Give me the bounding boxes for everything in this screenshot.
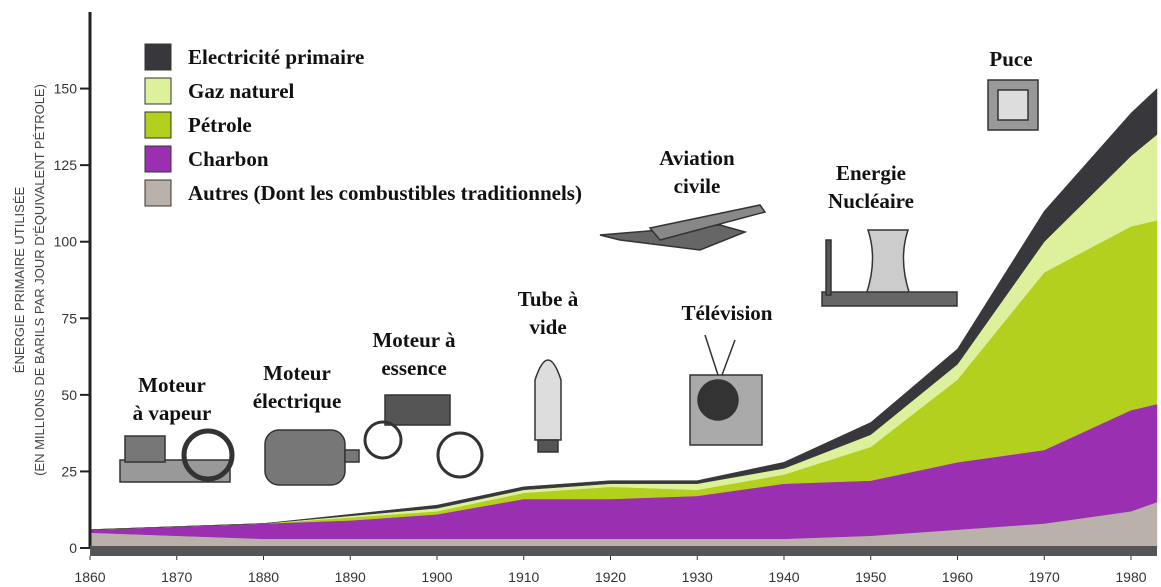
x-tick-label: 1930 [682,569,713,585]
annotation: Moteur [138,373,206,397]
steam-engine-icon [120,431,232,482]
nuclear-plant-icon [822,230,957,306]
annotation: à vapeur [133,401,212,425]
annotation: vide [529,315,566,339]
x-tick-label: 1870 [161,569,192,585]
annotation: Energie [836,161,906,185]
annotation: Nucléaire [828,189,914,213]
annotation: Puce [989,47,1032,71]
plane-icon [600,205,765,250]
x-tick-label: 1910 [508,569,539,585]
y-tick-label: 125 [54,157,78,173]
legend-swatch [145,44,171,70]
chip-icon [988,80,1038,130]
x-tick-label: 1900 [421,569,452,585]
x-tick-label: 1920 [595,569,626,585]
electric-motor-icon [265,430,359,485]
legend-label: Electricité primaire [188,45,364,69]
x-tick-label: 1880 [248,569,279,585]
y-axis-label: (EN MILLIONS DE BARILS PAR JOUR D'ÉQUIVA… [32,84,47,476]
chart: 0 25 50 75 100 125 150 1860 1870 1880 1890 1900 1910… [0,0,1161,587]
legend-label: Pétrole [188,113,252,137]
y-tick-label: 150 [54,81,78,97]
y-tick-label: 100 [54,234,78,250]
x-tick-label: 1970 [1029,569,1060,585]
car-icon [365,395,482,477]
legend-label: Charbon [188,147,269,171]
y-axis-label: ÉNERGIE PRIMAIRE UTILISÉE [12,186,27,373]
legend-swatch [145,78,171,104]
x-tick-label: 1860 [74,569,105,585]
x-tick-label: 1890 [335,569,366,585]
y-tick-label: 0 [69,540,77,556]
legend-swatch [145,180,171,206]
annotation: Aviation [659,146,735,170]
legend-label: Autres (Dont les combustibles traditionn… [188,181,582,205]
tv-icon [690,335,762,445]
annotation: essence [381,356,446,380]
annotation: Télévision [681,301,772,325]
x-axis-band [90,546,1157,556]
annotation: civile [674,174,721,198]
x-tick-label: 1950 [855,569,886,585]
y-tick-label: 50 [61,387,77,403]
legend-swatch [145,146,171,172]
x-tick-label: 1980 [1115,569,1146,585]
legend-label: Gaz naturel [188,79,295,103]
x-tick-label: 1940 [768,569,799,585]
legend-swatch [145,112,171,138]
y-tick-label: 25 [61,463,77,479]
annotation: électrique [253,389,342,413]
y-tick-label: 75 [61,310,77,326]
vacuum-tube-icon [535,360,561,452]
x-tick-label: 1960 [942,569,973,585]
annotation: Tube à [518,287,579,311]
annotation: Moteur [263,361,331,385]
annotation: Moteur à [372,328,456,352]
